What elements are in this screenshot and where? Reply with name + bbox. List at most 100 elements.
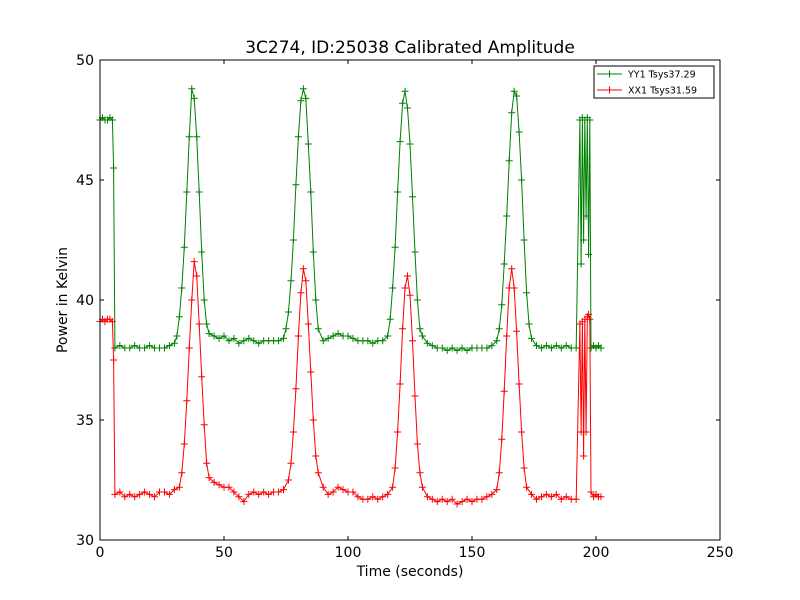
data-point (173, 332, 181, 340)
data-point (334, 330, 342, 338)
series-line (99, 88, 602, 351)
x-tick-label: 0 (96, 545, 105, 561)
data-point (428, 495, 436, 503)
data-point (141, 344, 149, 352)
y-tick-label: 40 (76, 293, 94, 309)
data-point (275, 337, 283, 345)
legend: YY1 Tsys37.29 XX1 Tsys31.59 (593, 65, 715, 99)
data-point (307, 188, 315, 196)
data-point (180, 243, 188, 251)
data-point (198, 373, 206, 381)
x-axis-label: Time (seconds) (356, 564, 464, 580)
data-point (280, 486, 288, 494)
data-point (518, 176, 526, 184)
legend-marker (606, 86, 613, 94)
data-point (453, 500, 461, 508)
data-point (185, 133, 193, 141)
legend-marker (606, 70, 613, 78)
data-point (131, 342, 139, 350)
data-point (500, 387, 508, 395)
data-point (520, 236, 528, 244)
data-point (374, 495, 382, 503)
data-point (418, 332, 426, 340)
data-point (170, 486, 178, 494)
data-point (416, 325, 424, 333)
data-point (500, 260, 508, 268)
data-point (404, 104, 412, 112)
data-point (289, 236, 297, 244)
data-point (408, 193, 416, 201)
data-point (116, 488, 124, 496)
data-point (508, 109, 516, 117)
data-point (523, 483, 531, 491)
x-tick-label: 150 (459, 545, 486, 561)
data-point (210, 478, 218, 486)
data-point (185, 344, 193, 352)
data-point (180, 440, 188, 448)
data-point (369, 339, 377, 347)
data-point (428, 342, 436, 350)
data-point (463, 495, 471, 503)
data-point (399, 325, 407, 333)
x-tick-label: 200 (583, 545, 610, 561)
data-point (203, 459, 211, 467)
data-point (572, 495, 580, 503)
data-point (518, 428, 526, 436)
data-point (245, 334, 253, 342)
data-point (116, 342, 124, 350)
data-point (557, 344, 565, 352)
data-point (205, 330, 213, 338)
data-point (523, 289, 531, 297)
data-point (537, 493, 545, 501)
data-point (384, 490, 392, 498)
data-point (438, 495, 446, 503)
data-point (319, 483, 327, 491)
data-point (309, 248, 317, 256)
data-point (562, 342, 570, 350)
data-point (324, 334, 332, 342)
data-point (401, 284, 409, 292)
data-point (151, 493, 159, 501)
data-point (141, 488, 149, 496)
data-point (190, 94, 198, 102)
data-point (411, 392, 419, 400)
data-point (188, 85, 196, 93)
data-point (406, 140, 414, 148)
data-point (404, 272, 412, 280)
data-point (225, 337, 233, 345)
data-point (510, 284, 518, 292)
series-0 (96, 85, 605, 354)
data-point (195, 188, 203, 196)
data-point (294, 332, 302, 340)
data-point (369, 493, 377, 501)
data-point (354, 493, 362, 501)
data-point (532, 342, 540, 350)
data-point (580, 236, 588, 244)
data-point (215, 334, 223, 342)
data-point (314, 469, 322, 477)
data-point (453, 346, 461, 354)
data-point (108, 116, 116, 124)
data-point (240, 498, 248, 506)
data-point (230, 488, 238, 496)
x-tick-label: 250 (707, 545, 734, 561)
data-point (552, 490, 560, 498)
data-point (389, 284, 397, 292)
data-point (329, 488, 337, 496)
data-point (406, 291, 414, 299)
data-point (255, 339, 263, 347)
data-point (160, 488, 168, 496)
data-point (225, 483, 233, 491)
data-point (344, 332, 352, 340)
data-point (562, 493, 570, 501)
legend-label: YY1 Tsys37.29 (627, 70, 696, 81)
data-point (495, 469, 503, 477)
data-point (384, 332, 392, 340)
y-tick-label: 35 (76, 413, 94, 429)
data-point (131, 493, 139, 501)
data-point (210, 332, 218, 340)
data-point (443, 498, 451, 506)
data-point (515, 128, 523, 136)
data-point (349, 488, 357, 496)
data-point (282, 325, 290, 333)
